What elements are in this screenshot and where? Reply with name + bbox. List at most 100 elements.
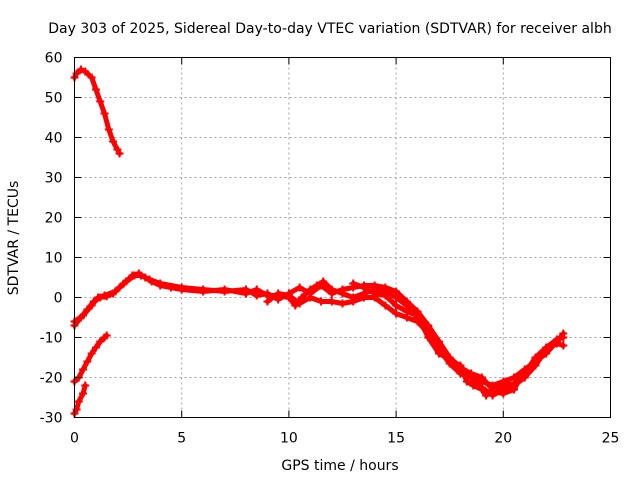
x-tick-label: 10 (280, 431, 298, 447)
data-point (552, 339, 561, 348)
x-tick-label: 15 (387, 431, 405, 447)
data-point (177, 283, 186, 292)
data-point (242, 285, 251, 294)
chart-title: Day 303 of 2025, Sidereal Day-to-day VTE… (48, 21, 611, 37)
data-point (327, 297, 336, 306)
data-point (510, 385, 519, 394)
data-point (72, 405, 81, 414)
y-tick-label: -30 (40, 411, 63, 427)
data-point (199, 285, 208, 294)
data-point (79, 365, 88, 374)
data-point (338, 299, 347, 308)
x-tick-label: 5 (177, 431, 186, 447)
data-point (145, 275, 154, 284)
data-point (559, 341, 568, 350)
y-tick-label: 40 (45, 131, 63, 147)
data-point (96, 337, 105, 346)
data-point (392, 287, 401, 296)
data-point (81, 381, 90, 390)
data-point (469, 381, 478, 390)
data-point (542, 345, 551, 354)
series-line-track-main-1 (72, 271, 566, 388)
data-point (349, 279, 358, 288)
y-tick-label: -20 (40, 371, 63, 387)
data-point (327, 289, 336, 298)
data-point (87, 73, 96, 82)
data-point (359, 283, 368, 292)
x-axis-label: GPS time / hours (281, 458, 398, 474)
data-point (83, 357, 92, 366)
data-point (102, 331, 111, 340)
data-point (559, 333, 568, 342)
data-point (413, 311, 422, 320)
data-point (482, 391, 491, 400)
series-line-track-main-2 (72, 273, 566, 392)
data-point (370, 289, 379, 298)
data-point (74, 397, 83, 406)
data-point (381, 291, 390, 300)
data-point (119, 279, 128, 288)
data-point (488, 387, 497, 396)
data-point (467, 373, 476, 382)
data-point (392, 309, 401, 318)
data-point (306, 293, 315, 302)
data-point (220, 287, 229, 296)
x-tick-label: 25 (602, 431, 620, 447)
data-point (115, 149, 124, 158)
data-series-group (70, 65, 568, 418)
data-point (76, 65, 85, 74)
data-point (424, 333, 433, 342)
data-point (434, 349, 443, 358)
data-point (402, 297, 411, 306)
data-point (111, 287, 120, 296)
data-point (263, 289, 272, 298)
data-point (91, 85, 100, 94)
y-tick-label: 20 (45, 211, 63, 227)
data-point (317, 297, 326, 306)
data-point (359, 293, 368, 302)
data-point (338, 285, 347, 294)
data-point (79, 311, 88, 320)
y-tick-label: 10 (45, 251, 63, 267)
data-point (72, 69, 81, 78)
y-tick-label: 50 (45, 91, 63, 107)
data-point (284, 291, 293, 300)
data-point (104, 125, 113, 134)
data-point (263, 297, 272, 306)
y-axis-label: SDTVAR / TECUs (6, 181, 22, 296)
y-tick-label: -10 (40, 331, 63, 347)
data-point (462, 377, 471, 386)
y-tick-label: 60 (45, 51, 63, 67)
data-point (392, 301, 401, 310)
data-point (317, 281, 326, 290)
data-point (520, 371, 529, 380)
data-point (402, 307, 411, 316)
data-point (87, 301, 96, 310)
data-point (531, 361, 540, 370)
data-point (96, 97, 105, 106)
data-point (100, 109, 109, 118)
data-point (252, 291, 261, 300)
data-point (456, 361, 465, 370)
data-point (477, 373, 486, 382)
y-tick-label: 0 (54, 291, 63, 307)
data-point (381, 301, 390, 310)
data-point (295, 283, 304, 292)
data-point (424, 321, 433, 330)
y-tick-label: 30 (45, 171, 63, 187)
data-point (274, 289, 283, 298)
data-point (349, 297, 358, 306)
data-point (109, 137, 118, 146)
data-point (81, 67, 90, 76)
data-point (477, 385, 486, 394)
data-point (87, 349, 96, 358)
data-point (156, 279, 165, 288)
data-point (100, 291, 109, 300)
plot-frame (74, 57, 611, 418)
data-point (516, 373, 525, 382)
x-tick-label: 0 (70, 431, 79, 447)
axis-ticks: 0 5 10 15 20 25 -30 -20 -10 0 10 20 30 40 50 60 (40, 51, 620, 447)
data-point (136, 271, 145, 280)
data-point (499, 389, 508, 398)
